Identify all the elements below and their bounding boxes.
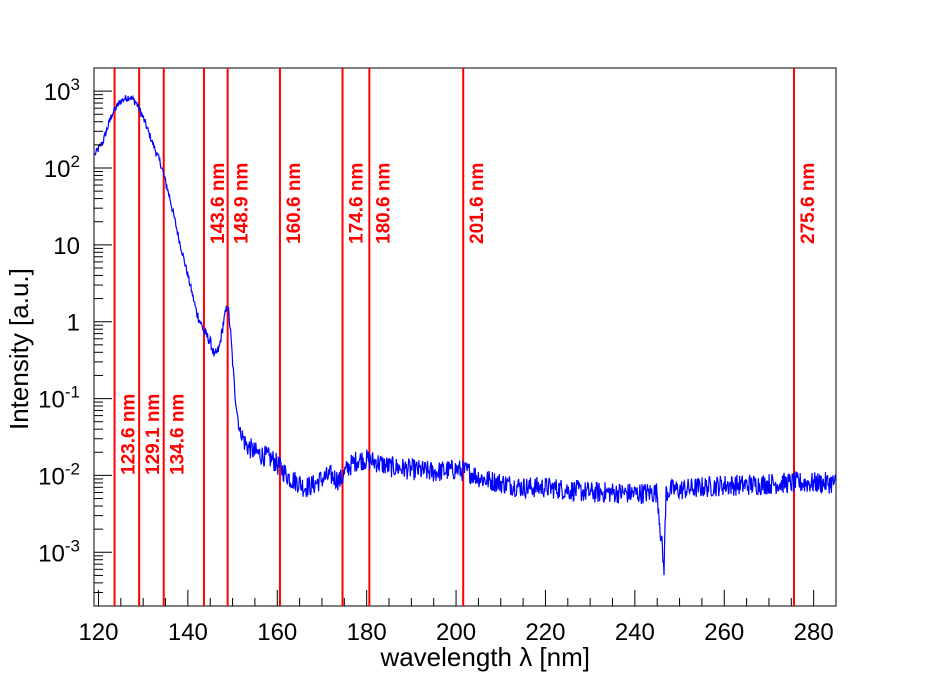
y-tick-label: 10-3 [38, 536, 80, 567]
spectrum-series-line [94, 94, 837, 576]
reference-line-label: 148.9 nm [232, 163, 253, 244]
x-tick-label: 240 [615, 619, 655, 646]
x-tick-label: 160 [257, 619, 297, 646]
y-tick-label: 102 [44, 152, 80, 183]
x-tick-label: 200 [436, 619, 476, 646]
x-tick-label: 180 [347, 619, 387, 646]
reference-line-label: 275.6 nm [798, 163, 819, 244]
y-tick-label: 10 [53, 233, 80, 260]
y-tick-label: 103 [44, 75, 80, 106]
reference-lines [113, 68, 795, 606]
axes-layer: 120 140 160 180 200 220 240 260 280 10-3 10-2 10-1 1… [38, 67, 837, 646]
reference-line-label: 123.6 nm [119, 394, 140, 475]
reference-line-label: 143.6 nm [208, 163, 229, 244]
x-tick-label: 220 [525, 619, 565, 646]
x-tick-label: 140 [168, 619, 208, 646]
x-tick-label: 120 [78, 619, 118, 646]
reference-line-label: 129.1 nm [143, 394, 164, 475]
reference-line-label: 201.6 nm [467, 163, 488, 244]
x-tick-label: 260 [704, 619, 744, 646]
plot-frame [93, 67, 837, 607]
reference-line-label: 174.6 nm [347, 163, 368, 244]
reference-labels: 123.6 nm 129.1 nm 134.6 nm 143.6 nm 148.9 nm… [119, 163, 819, 475]
reference-line-label: 160.6 nm [284, 163, 305, 244]
y-tick-label: 10-1 [38, 383, 80, 414]
x-tick-label: 280 [794, 619, 834, 646]
x-axis-title: wavelength λ [nm] [379, 642, 590, 672]
y-tick-label: 10-2 [38, 459, 80, 490]
y-tick-label: 1 [67, 310, 80, 337]
series-layer [94, 94, 837, 576]
reference-line-label: 180.6 nm [373, 163, 394, 244]
reference-line-label: 134.6 nm [168, 394, 189, 475]
y-axis-title: Intensity [a.u.] [4, 268, 34, 430]
